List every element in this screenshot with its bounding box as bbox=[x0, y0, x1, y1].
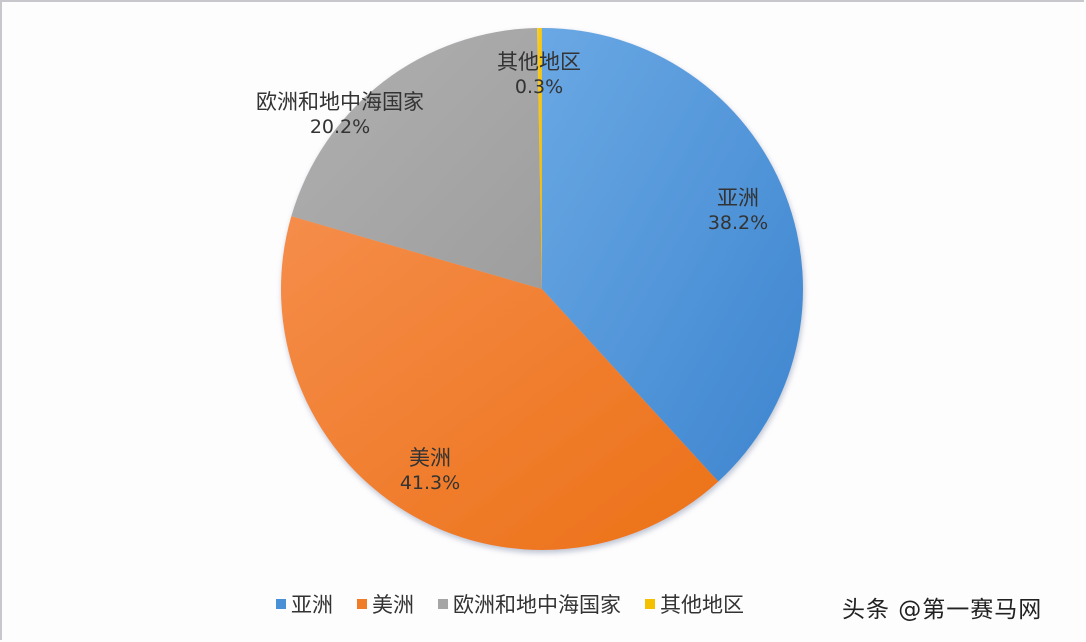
legend-label: 其他地区 bbox=[660, 593, 744, 617]
slice-label-europe-pct: 20.2% bbox=[309, 116, 371, 138]
legend-swatch-yellow bbox=[645, 599, 655, 609]
legend-swatch-gray bbox=[438, 599, 448, 609]
legend-swatch-blue bbox=[276, 599, 286, 609]
slice-europe bbox=[291, 28, 542, 290]
legend-label: 美洲 bbox=[372, 593, 414, 617]
slice-label-europe-name: 欧洲和地中海国家 bbox=[256, 90, 424, 114]
slice-label-asia-pct: 38.2% bbox=[707, 212, 769, 234]
legend-item-asia: 亚洲 bbox=[276, 589, 333, 619]
slice-asia bbox=[542, 28, 803, 482]
slice-label-asia: 亚洲 38.2% bbox=[708, 186, 768, 236]
slice-label-other-pct: 0.3% bbox=[514, 76, 564, 98]
watermark: 头条 @第一赛马网 bbox=[842, 597, 1043, 623]
legend-label: 欧洲和地中海国家 bbox=[453, 593, 621, 617]
slice-label-americas: 美洲 41.3% bbox=[400, 446, 460, 496]
slice-americas bbox=[281, 216, 719, 550]
slice-label-other: 其他地区 0.3% bbox=[497, 50, 581, 100]
chart-legend: 亚洲 美洲 欧洲和地中海国家 其他地区 bbox=[276, 589, 768, 619]
legend-item-europe: 欧洲和地中海国家 bbox=[438, 589, 621, 619]
legend-swatch-orange bbox=[357, 599, 367, 609]
slice-label-americas-name: 美洲 bbox=[408, 446, 451, 470]
slice-label-americas-pct: 41.3% bbox=[399, 472, 461, 494]
legend-label: 亚洲 bbox=[291, 593, 333, 617]
slice-label-other-name: 其他地区 bbox=[497, 50, 581, 74]
slice-label-asia-name: 亚洲 bbox=[716, 186, 759, 210]
slice-other bbox=[537, 28, 542, 289]
legend-item-americas: 美洲 bbox=[357, 589, 414, 619]
legend-item-other: 其他地区 bbox=[645, 589, 744, 619]
slice-label-europe: 欧洲和地中海国家 20.2% bbox=[256, 90, 424, 140]
